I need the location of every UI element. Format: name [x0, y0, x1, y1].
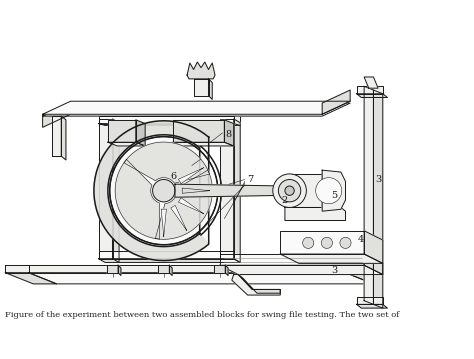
Text: 1: 1: [204, 152, 211, 161]
Polygon shape: [155, 170, 212, 239]
Text: Figure of the experiment between two assembled blocks for swing file testing. Th: Figure of the experiment between two ass…: [5, 311, 400, 319]
Polygon shape: [173, 120, 224, 142]
Polygon shape: [99, 259, 240, 262]
Polygon shape: [187, 62, 215, 79]
Polygon shape: [171, 205, 187, 230]
Circle shape: [153, 180, 175, 202]
Polygon shape: [193, 79, 209, 95]
Polygon shape: [107, 265, 118, 273]
Polygon shape: [280, 254, 383, 264]
Text: 4: 4: [357, 235, 364, 244]
Polygon shape: [175, 184, 285, 197]
Polygon shape: [115, 159, 160, 239]
Text: 5: 5: [331, 191, 337, 200]
Polygon shape: [173, 142, 234, 146]
Text: 6: 6: [170, 172, 176, 181]
Polygon shape: [161, 209, 166, 237]
Polygon shape: [224, 120, 234, 146]
Polygon shape: [219, 119, 234, 259]
Polygon shape: [374, 90, 383, 308]
Polygon shape: [112, 114, 240, 122]
Polygon shape: [61, 116, 66, 160]
Polygon shape: [28, 273, 374, 284]
Polygon shape: [364, 77, 378, 88]
Circle shape: [109, 137, 218, 245]
Polygon shape: [285, 208, 346, 220]
Polygon shape: [52, 116, 61, 156]
Polygon shape: [136, 120, 145, 146]
Text: 7: 7: [247, 175, 254, 184]
Circle shape: [278, 180, 301, 202]
Polygon shape: [5, 273, 56, 284]
Polygon shape: [94, 121, 209, 261]
Polygon shape: [182, 188, 210, 193]
Polygon shape: [209, 79, 212, 99]
Polygon shape: [112, 119, 119, 262]
Polygon shape: [346, 265, 374, 284]
Polygon shape: [225, 265, 228, 275]
Circle shape: [316, 178, 342, 204]
Polygon shape: [99, 251, 234, 259]
Polygon shape: [178, 168, 203, 184]
Polygon shape: [322, 90, 350, 114]
Circle shape: [273, 174, 306, 208]
Polygon shape: [356, 86, 383, 94]
Text: 2: 2: [282, 196, 288, 205]
Polygon shape: [356, 94, 387, 98]
Polygon shape: [124, 142, 210, 183]
Polygon shape: [43, 103, 350, 116]
Polygon shape: [364, 254, 383, 275]
Polygon shape: [108, 142, 145, 146]
Polygon shape: [118, 265, 121, 275]
Polygon shape: [28, 265, 346, 273]
Polygon shape: [364, 86, 374, 304]
Polygon shape: [234, 119, 240, 262]
Polygon shape: [158, 265, 169, 273]
Circle shape: [285, 186, 294, 195]
Polygon shape: [99, 116, 234, 123]
Text: 3: 3: [331, 266, 337, 275]
Polygon shape: [178, 198, 203, 214]
Polygon shape: [280, 231, 364, 254]
Circle shape: [302, 237, 314, 248]
Circle shape: [321, 237, 332, 248]
Polygon shape: [99, 119, 112, 259]
Polygon shape: [99, 123, 240, 125]
Polygon shape: [219, 265, 383, 275]
Polygon shape: [219, 254, 364, 265]
Polygon shape: [108, 120, 136, 142]
Polygon shape: [232, 275, 280, 295]
Polygon shape: [322, 170, 346, 211]
Text: 3: 3: [375, 175, 381, 184]
Polygon shape: [290, 174, 322, 208]
Polygon shape: [169, 265, 172, 275]
Polygon shape: [364, 231, 383, 264]
Polygon shape: [214, 265, 225, 273]
Polygon shape: [322, 174, 327, 208]
Polygon shape: [43, 101, 350, 114]
Polygon shape: [356, 304, 387, 308]
Polygon shape: [43, 103, 71, 127]
Polygon shape: [5, 265, 28, 273]
Polygon shape: [356, 297, 383, 304]
Text: 8: 8: [225, 130, 231, 139]
Polygon shape: [238, 275, 280, 293]
Circle shape: [340, 237, 351, 248]
